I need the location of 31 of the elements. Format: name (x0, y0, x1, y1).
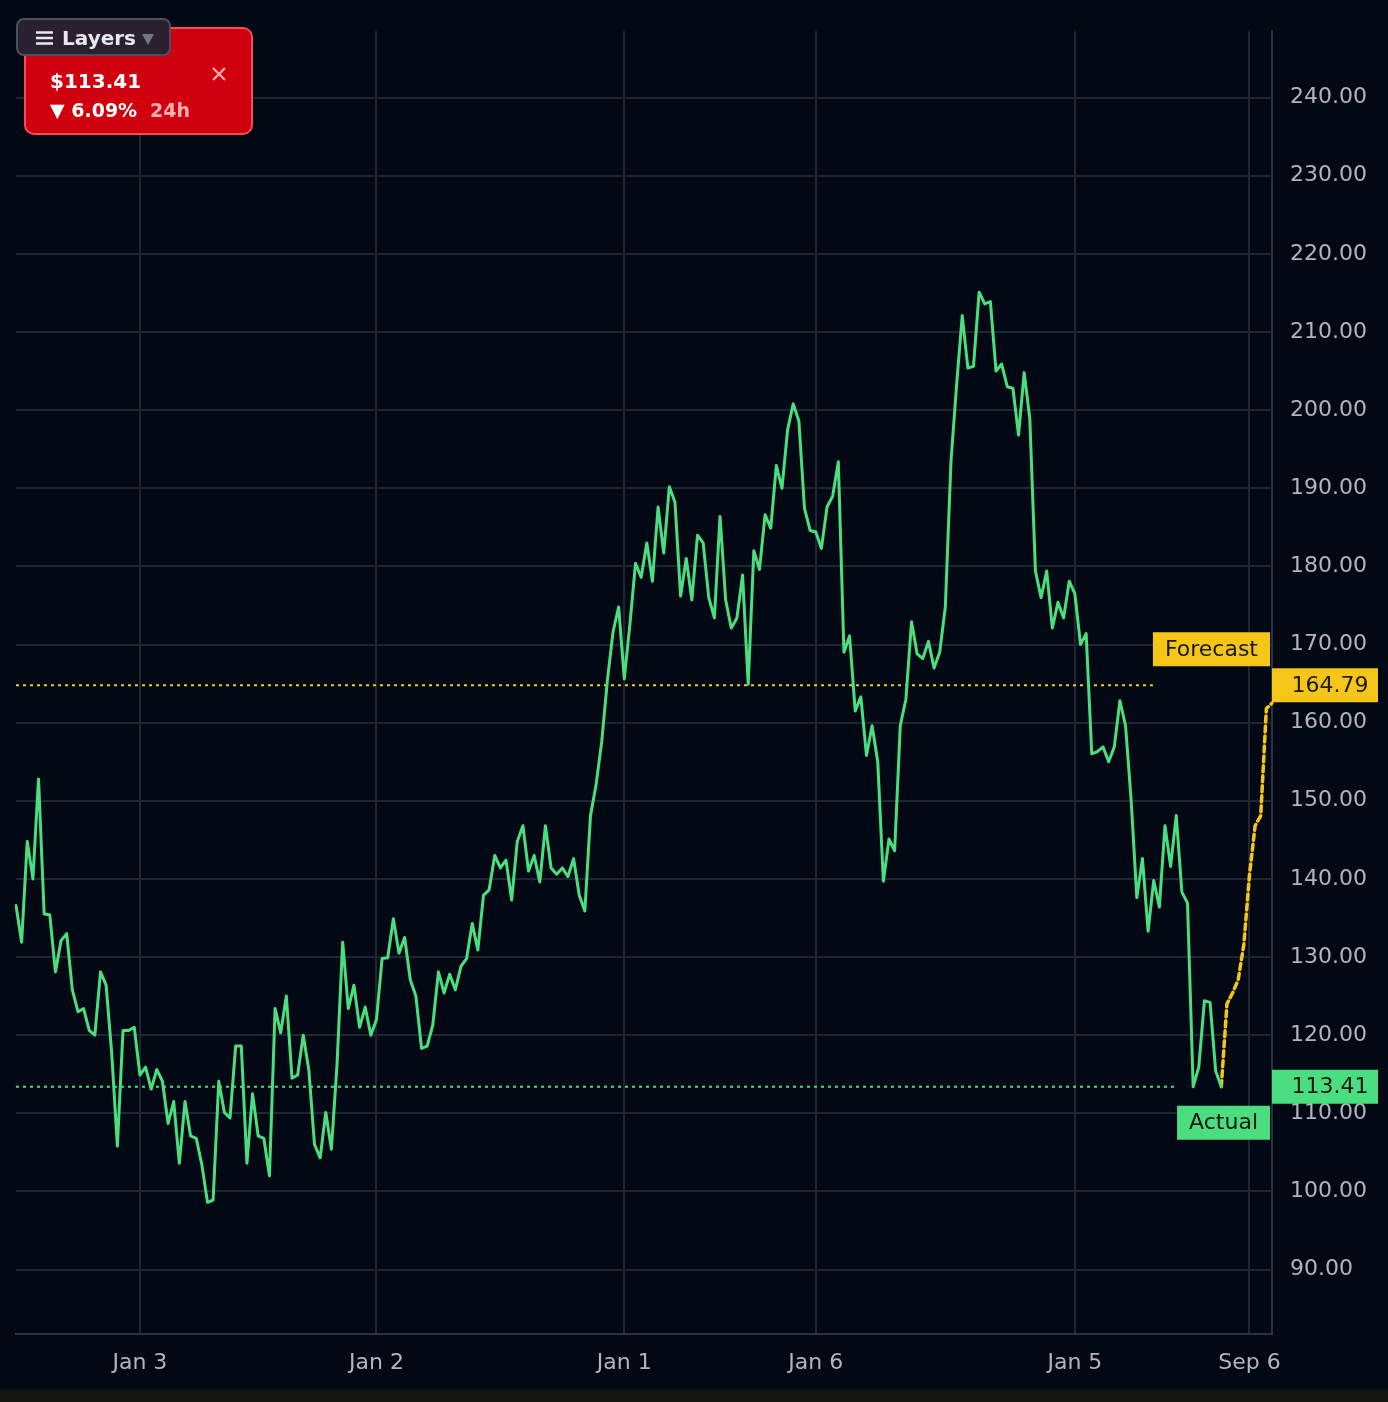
y-tick-label: 150.00 (1290, 786, 1367, 812)
y-tick-label: 220.00 (1290, 239, 1367, 265)
x-tick-label: Jan 5 (1045, 1348, 1103, 1374)
x-tick-label: Jan 3 (110, 1348, 168, 1374)
text: 113.41 (1291, 1073, 1369, 1099)
y-tick-label: 160.00 (1290, 708, 1367, 734)
ref-line-label: Forecast (1164, 635, 1259, 661)
x-tick-label: Sep 6 (1218, 1348, 1281, 1374)
y-tick-label: 140.00 (1290, 864, 1367, 890)
y-tick-label: 120.00 (1290, 1020, 1367, 1046)
x-tick-label: Jan 1 (594, 1348, 652, 1374)
x-tick-label: Jan 6 (786, 1348, 844, 1374)
y-tick-label: 190.00 (1290, 473, 1367, 499)
annotation: 24h (150, 99, 190, 121)
x-tick-label: Jan 2 (347, 1348, 404, 1374)
annotation: Layers (62, 26, 136, 50)
y-tick-label: 210.00 (1290, 317, 1367, 343)
annotation: $113.41 (50, 69, 142, 93)
ref-line-label: Actual (1189, 1109, 1258, 1135)
annotation: ▼ 6.09% (50, 99, 138, 121)
y-tick-label: 230.00 (1290, 161, 1367, 187)
y-tick-label: 110.00 (1290, 1099, 1367, 1124)
y-tick-label: 200.00 (1290, 395, 1367, 421)
layers-button: Layers (16, 18, 171, 56)
y-tick-label: 240.00 (1290, 83, 1367, 109)
y-tick-label: 90.00 (1290, 1255, 1353, 1281)
y-tick-label: 130.00 (1290, 942, 1367, 968)
y-tick-label: 170.00 (1290, 630, 1367, 656)
y-tick-label: 180.00 (1290, 552, 1367, 578)
y-tick-label: 100.00 (1290, 1177, 1367, 1203)
text: 164.79 (1291, 671, 1369, 697)
